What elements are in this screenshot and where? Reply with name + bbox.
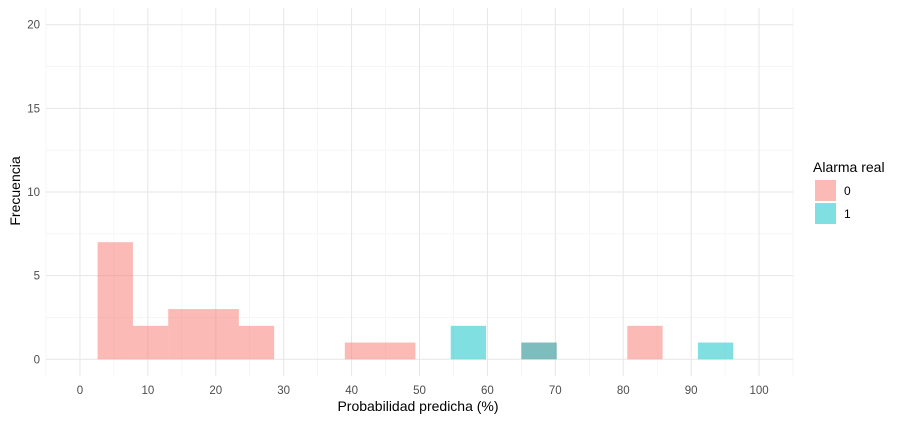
y-tick-label: 10	[27, 187, 40, 199]
histogram-bar-1	[450, 325, 487, 360]
y-tick-label: 5	[34, 271, 40, 283]
legend-key-1	[815, 203, 836, 224]
x-tick-label: 10	[141, 385, 154, 397]
x-tick-label: 80	[617, 385, 630, 397]
y-tick-label: 15	[27, 103, 40, 115]
histogram-bar-0	[132, 325, 169, 360]
histogram-bar-0	[380, 342, 416, 360]
histogram-bar-0	[627, 325, 663, 360]
x-tick-label: 50	[413, 385, 426, 397]
y-tick-label: 20	[27, 20, 40, 32]
histogram-bar-1	[697, 342, 734, 360]
histogram-bar-1	[521, 342, 557, 360]
legend-key-0	[815, 180, 836, 201]
x-tick-label: 60	[481, 385, 494, 397]
x-tick-label: 90	[685, 385, 698, 397]
x-axis-ticks: 0 10 20 30 40 50 60 70 80 90 100	[77, 385, 769, 397]
legend-label-0: 0	[844, 184, 851, 198]
x-tick-label: 30	[277, 385, 290, 397]
histogram-bar-0	[203, 309, 239, 360]
histogram-bars	[97, 242, 734, 360]
x-tick-label: 20	[209, 385, 222, 397]
x-tick-label: 70	[549, 385, 562, 397]
legend: Alarma real 0 1	[813, 159, 885, 224]
x-tick-label: 40	[345, 385, 358, 397]
x-tick-label: 0	[77, 385, 83, 397]
histogram-bar-0	[238, 325, 275, 360]
legend-title: Alarma real	[813, 159, 885, 175]
major-gridlines	[46, 8, 793, 376]
y-tick-label: 0	[34, 354, 40, 366]
histogram-bar-0	[97, 242, 133, 360]
histogram-bar-0	[344, 342, 381, 360]
x-tick-label: 100	[749, 385, 768, 397]
legend-label-1: 1	[844, 207, 851, 221]
histogram-bar-0	[168, 309, 204, 360]
x-axis-title: Probabilidad predicha (%)	[337, 398, 498, 414]
y-axis-ticks: 0 5 10 15 20	[27, 20, 40, 367]
y-axis-title: Frecuencia	[7, 156, 23, 225]
